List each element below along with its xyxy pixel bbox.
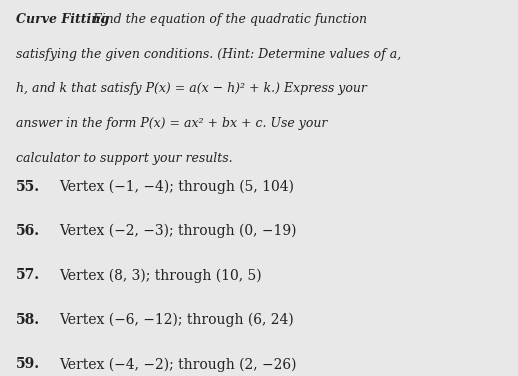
Text: 55.: 55. bbox=[16, 180, 40, 194]
Text: 56.: 56. bbox=[16, 224, 40, 238]
Text: 59.: 59. bbox=[16, 357, 40, 371]
Text: h, and k that satisfy P(x) = a(x − h)² + k.) Express your: h, and k that satisfy P(x) = a(x − h)² +… bbox=[16, 82, 366, 96]
Text: Find the equation of the quadratic function: Find the equation of the quadratic funct… bbox=[85, 13, 367, 26]
Text: 58.: 58. bbox=[16, 313, 40, 327]
Text: answer in the form P(x) = ax² + bx + c. Use your: answer in the form P(x) = ax² + bx + c. … bbox=[16, 117, 327, 130]
Text: satisfying the given conditions. (Hint: Determine values of a,: satisfying the given conditions. (Hint: … bbox=[16, 48, 401, 61]
Text: 57.: 57. bbox=[16, 268, 40, 282]
Text: Vertex (−4, −2); through (2, −26): Vertex (−4, −2); through (2, −26) bbox=[60, 357, 297, 371]
Text: Vertex (−1, −4); through (5, 104): Vertex (−1, −4); through (5, 104) bbox=[60, 180, 295, 194]
Text: Curve Fitting: Curve Fitting bbox=[16, 13, 109, 26]
Text: Vertex (−2, −3); through (0, −19): Vertex (−2, −3); through (0, −19) bbox=[60, 224, 297, 238]
Text: calculator to support your results.: calculator to support your results. bbox=[16, 152, 232, 165]
Text: Vertex (−6, −12); through (6, 24): Vertex (−6, −12); through (6, 24) bbox=[60, 313, 294, 327]
Text: Vertex (8, 3); through (10, 5): Vertex (8, 3); through (10, 5) bbox=[60, 268, 262, 283]
